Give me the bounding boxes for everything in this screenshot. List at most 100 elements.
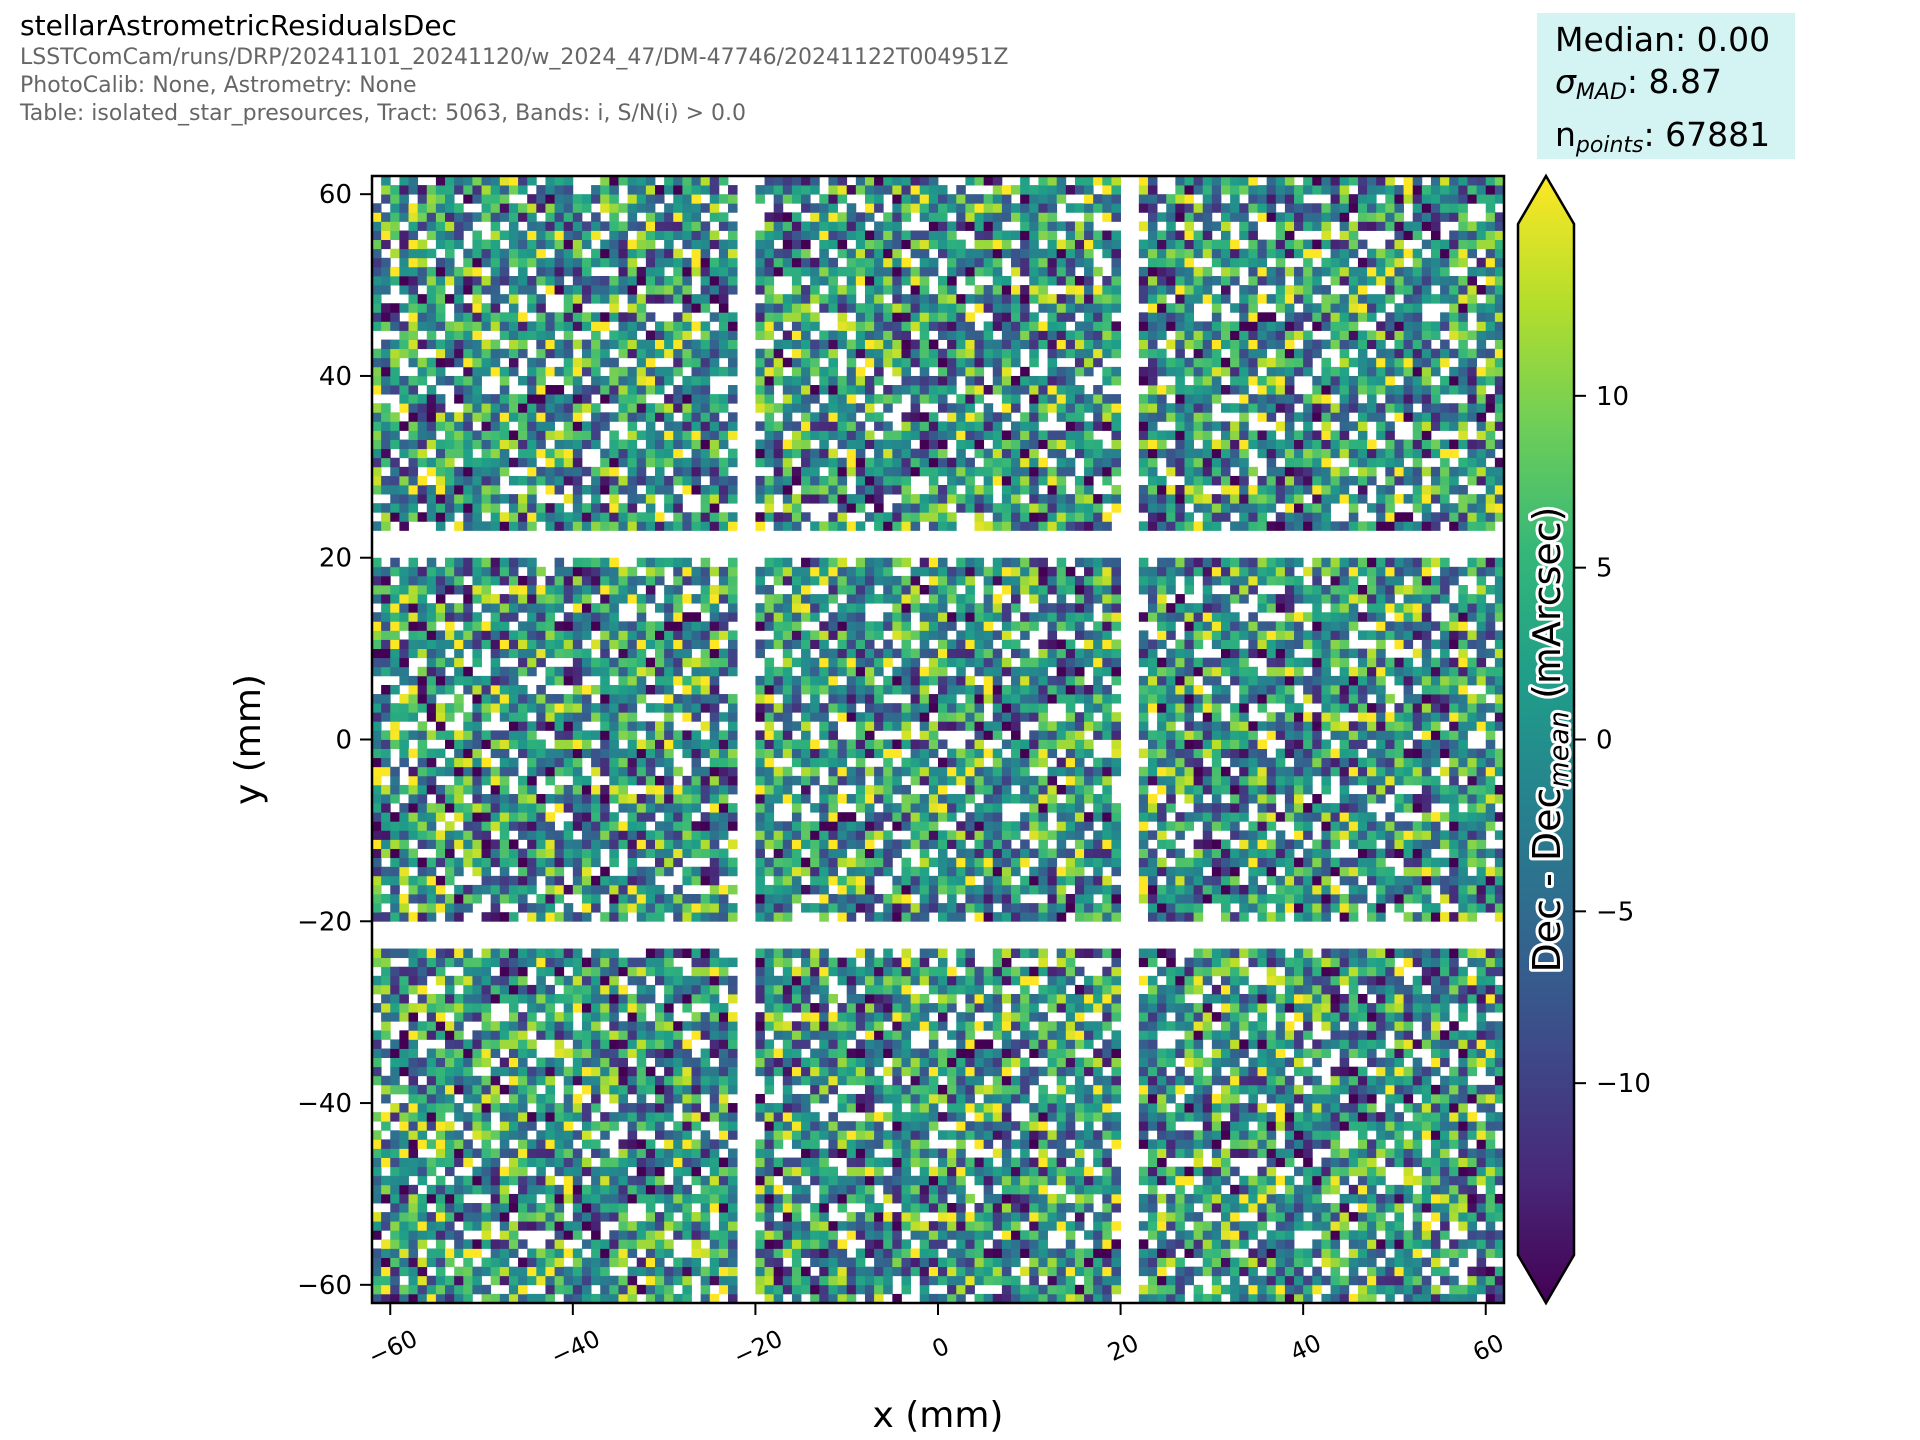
heatmap-cell bbox=[791, 1184, 802, 1195]
heatmap-cell bbox=[499, 739, 510, 749]
heatmap-cell bbox=[609, 839, 619, 849]
heatmap-cell bbox=[426, 303, 437, 313]
heatmap-cell bbox=[591, 1184, 601, 1195]
heatmap-cell bbox=[435, 303, 446, 313]
heatmap-cell bbox=[445, 1275, 455, 1286]
heatmap-cell bbox=[581, 830, 592, 840]
heatmap-cell bbox=[518, 639, 528, 650]
heatmap-cell bbox=[700, 812, 711, 822]
heatmap-cell bbox=[490, 1048, 501, 1059]
heatmap-cell bbox=[372, 503, 382, 513]
heatmap-cell bbox=[490, 503, 501, 513]
heatmap-cell bbox=[700, 975, 711, 986]
heatmap-cell bbox=[554, 439, 565, 450]
heatmap-cell bbox=[764, 1212, 775, 1222]
heatmap-cell bbox=[372, 1066, 382, 1077]
heatmap-cell bbox=[728, 1293, 738, 1304]
heatmap-cell bbox=[545, 1212, 555, 1222]
heatmap-cell bbox=[700, 294, 711, 304]
heatmap-cell bbox=[645, 630, 656, 640]
heatmap-cell bbox=[718, 630, 729, 640]
heatmap-cell bbox=[828, 557, 838, 568]
heatmap-cell bbox=[718, 1012, 729, 1022]
heatmap-cell bbox=[426, 657, 437, 668]
heatmap-cell bbox=[645, 1175, 656, 1186]
heatmap-cell bbox=[700, 821, 711, 831]
heatmap-cell bbox=[810, 312, 820, 322]
heatmap-cell bbox=[627, 703, 638, 713]
heatmap-cell bbox=[846, 1257, 857, 1268]
heatmap-cell bbox=[755, 1184, 765, 1195]
heatmap-cell bbox=[499, 421, 510, 431]
heatmap-cell bbox=[819, 757, 829, 768]
heatmap-cell bbox=[417, 775, 428, 786]
heatmap-cell bbox=[527, 466, 537, 477]
heatmap-cell bbox=[609, 794, 619, 804]
heatmap-cell bbox=[572, 1193, 583, 1204]
heatmap-cell bbox=[773, 1275, 784, 1286]
heatmap-cell bbox=[435, 275, 446, 286]
heatmap-cell bbox=[472, 430, 482, 440]
heatmap-cell bbox=[417, 1093, 428, 1104]
heatmap-cell bbox=[472, 494, 482, 504]
heatmap-cell bbox=[408, 694, 419, 704]
heatmap-cell bbox=[381, 594, 391, 604]
heatmap-cell bbox=[408, 1030, 419, 1040]
heatmap-cell bbox=[472, 303, 482, 313]
heatmap-cell bbox=[691, 1157, 702, 1168]
heatmap-cell bbox=[728, 185, 738, 195]
heatmap-cell bbox=[691, 239, 702, 250]
heatmap-cell bbox=[700, 1248, 711, 1258]
heatmap-cell bbox=[554, 830, 565, 840]
heatmap-cell bbox=[545, 812, 555, 822]
heatmap-cell bbox=[563, 975, 574, 986]
heatmap-cell bbox=[454, 975, 464, 986]
heatmap-cell bbox=[508, 575, 519, 586]
heatmap-cell bbox=[499, 694, 510, 704]
heatmap-cell bbox=[527, 385, 537, 395]
heatmap-cell bbox=[408, 1203, 419, 1213]
heatmap-cell bbox=[709, 794, 720, 804]
heatmap-cell bbox=[718, 285, 729, 295]
heatmap-cell bbox=[554, 475, 565, 486]
heatmap-cell bbox=[664, 485, 674, 495]
heatmap-cell bbox=[490, 321, 501, 331]
heatmap-cell bbox=[636, 648, 647, 659]
heatmap-cell bbox=[645, 366, 656, 377]
heatmap-cell bbox=[372, 1030, 382, 1040]
heatmap-cell bbox=[636, 903, 647, 913]
heatmap-cell bbox=[828, 348, 838, 359]
heatmap-cell bbox=[801, 239, 811, 250]
heatmap-cell bbox=[810, 1093, 820, 1104]
heatmap-cell bbox=[718, 830, 729, 840]
heatmap-cell bbox=[755, 966, 765, 977]
heatmap-cell bbox=[728, 603, 738, 613]
heatmap-cell bbox=[435, 1048, 446, 1059]
heatmap-cell bbox=[445, 1084, 455, 1095]
heatmap-cell bbox=[572, 1248, 583, 1258]
heatmap-cell bbox=[390, 321, 400, 331]
heatmap-cell bbox=[399, 912, 409, 922]
heatmap-cell bbox=[518, 1093, 528, 1104]
heatmap-cell bbox=[782, 612, 793, 622]
heatmap-cell bbox=[819, 839, 829, 849]
heatmap-cell bbox=[445, 266, 455, 277]
heatmap-cell bbox=[837, 603, 848, 613]
heatmap-cell bbox=[673, 176, 683, 186]
heatmap-cell bbox=[563, 1293, 574, 1304]
heatmap-cell bbox=[472, 712, 482, 722]
heatmap-cell bbox=[801, 1184, 811, 1195]
heatmap-cell bbox=[819, 984, 829, 995]
heatmap-cell bbox=[417, 721, 428, 731]
heatmap-cell bbox=[682, 485, 692, 495]
heatmap-cell bbox=[709, 230, 720, 241]
heatmap-cell bbox=[709, 1048, 720, 1059]
heatmap-cell bbox=[508, 512, 519, 522]
heatmap-cell bbox=[508, 457, 519, 468]
heatmap-cell bbox=[390, 1157, 400, 1168]
heatmap-cell bbox=[837, 712, 848, 722]
heatmap-cell bbox=[490, 912, 501, 922]
heatmap-cell bbox=[609, 975, 619, 986]
heatmap-cell bbox=[691, 421, 702, 431]
heatmap-cell bbox=[837, 848, 848, 859]
